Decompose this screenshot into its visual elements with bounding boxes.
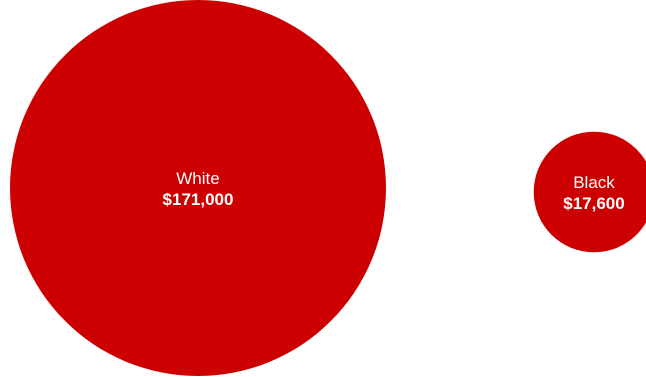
- bubble-white: White $171,000: [10, 0, 386, 376]
- bubble-black-name: Black: [573, 173, 615, 192]
- bubble-black: Black $17,600: [533, 131, 646, 253]
- bubble-white-value: $171,000: [163, 190, 234, 209]
- bubble-white-circle: [10, 0, 386, 376]
- bubble-black-value: $17,600: [563, 194, 624, 213]
- bubble-white-name: White: [176, 169, 219, 188]
- bubble-black-circle: [533, 131, 646, 253]
